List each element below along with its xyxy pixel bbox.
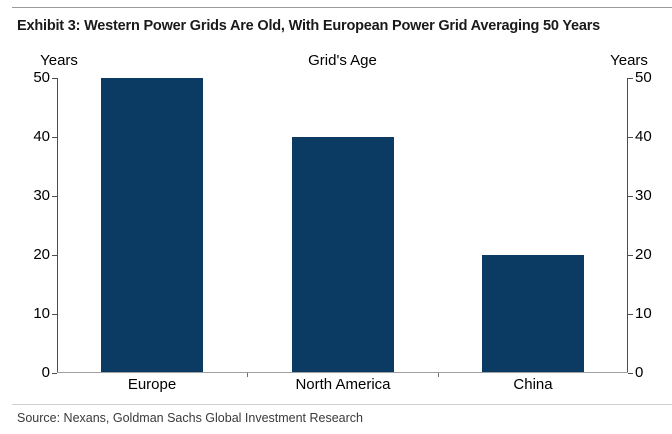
plot-area: 0 0 10 10 20 20 30 30 40 40 50 50 Europe North Americ… — [33, 69, 651, 393]
x-tick-label-china: China — [513, 376, 553, 393]
bottom-divider — [12, 404, 672, 405]
x-boundary-tick-1 — [247, 373, 248, 377]
y-tick-label-left-40: 40 — [33, 128, 50, 145]
left-y-axis-title: Years — [40, 52, 78, 69]
bar-north-america — [292, 137, 394, 373]
x-axis-line — [57, 372, 628, 373]
x-boundary-tick-2 — [438, 373, 439, 377]
y-tick-left-20 — [52, 255, 57, 256]
y-tick-label-right-40: 40 — [635, 128, 652, 145]
y-tick-label-left-20: 20 — [33, 246, 50, 263]
y-tick-right-30 — [628, 196, 633, 197]
y-tick-left-50 — [52, 78, 57, 79]
y-tick-label-right-20: 20 — [635, 246, 652, 263]
chart-title: Grid's Age — [308, 52, 377, 69]
y-tick-left-30 — [52, 196, 57, 197]
y-tick-label-right-10: 10 — [635, 305, 652, 322]
bar-china — [482, 255, 584, 373]
x-tick-label-europe: Europe — [127, 376, 177, 393]
y-tick-right-0 — [628, 373, 633, 374]
y-tick-label-right-0: 0 — [635, 364, 644, 381]
bar-europe — [101, 78, 203, 373]
y-tick-right-50 — [628, 78, 633, 79]
right-y-axis-line — [627, 78, 628, 373]
left-y-axis-line — [57, 78, 58, 373]
y-tick-label-left-10: 10 — [33, 305, 50, 322]
y-tick-label-right-30: 30 — [635, 187, 652, 204]
top-divider — [12, 7, 672, 8]
y-tick-left-40 — [52, 137, 57, 138]
y-tick-right-20 — [628, 255, 633, 256]
y-tick-left-0 — [52, 373, 57, 374]
y-tick-left-10 — [52, 314, 57, 315]
y-tick-label-left-30: 30 — [33, 187, 50, 204]
y-tick-right-10 — [628, 314, 633, 315]
y-tick-label-left-0: 0 — [41, 364, 50, 381]
source-note: Source: Nexans, Goldman Sachs Global Inv… — [17, 411, 364, 425]
y-tick-label-left-50: 50 — [33, 69, 50, 86]
x-tick-label-north-america: North America — [295, 376, 391, 393]
exhibit-title: Exhibit 3: Western Power Grids Are Old, … — [17, 18, 601, 34]
y-tick-label-right-50: 50 — [635, 69, 652, 86]
right-y-axis-title: Years — [610, 52, 648, 69]
y-tick-right-40 — [628, 137, 633, 138]
